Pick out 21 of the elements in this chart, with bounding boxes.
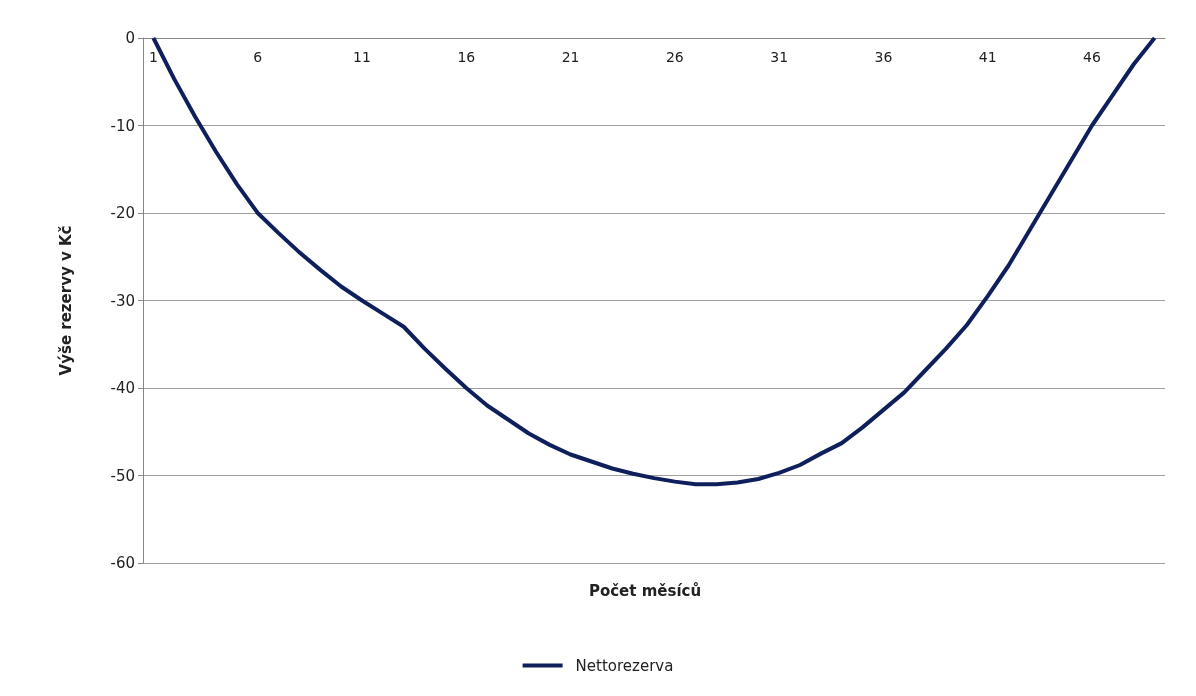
y-axis-title: Výše rezervy v Kč: [56, 225, 75, 376]
y-tick-label: -30: [110, 291, 135, 310]
x-tick-label: 31: [770, 49, 789, 65]
y-tick-label: -10: [110, 116, 135, 135]
x-tick-label: 41: [978, 49, 997, 65]
legend-label: Nettorezerva: [575, 656, 674, 675]
x-tick-label: 1: [148, 49, 158, 65]
x-tick-label: 46: [1083, 49, 1101, 65]
x-tick-label: 36: [874, 49, 893, 65]
y-tick-label: -60: [110, 554, 135, 572]
y-tick-label: -20: [110, 204, 135, 222]
x-tick-label: 16: [457, 49, 476, 65]
x-tick-label: 21: [561, 49, 580, 65]
y-tick-label: -50: [110, 466, 135, 485]
line-series: [151, 36, 1157, 487]
x-tick-label: 6: [253, 49, 263, 65]
y-tick-label: -40: [110, 379, 135, 397]
y-tick-label: 0: [125, 29, 135, 47]
x-tick-label: 11: [353, 49, 371, 65]
x-axis-title: Počet měsíců: [588, 581, 702, 600]
x-tick-label: 26: [665, 49, 684, 65]
